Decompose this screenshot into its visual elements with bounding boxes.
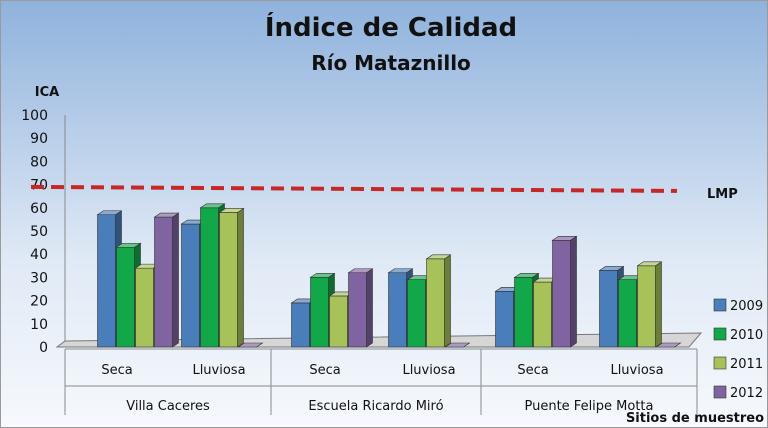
y-tick-label: 60 bbox=[30, 201, 48, 217]
bar-2009-seca-0 bbox=[96, 210, 123, 348]
x-axis-label: Sitios de muestreo bbox=[626, 411, 764, 426]
legend-swatch bbox=[713, 327, 727, 341]
lmp-label: LMP bbox=[707, 187, 738, 202]
y-tick-label: 100 bbox=[21, 108, 48, 124]
x-tick-label: Seca bbox=[517, 363, 548, 378]
legend-label: 2009 bbox=[730, 299, 763, 314]
x-group-label: Puente Felipe Motta bbox=[524, 399, 653, 414]
bar-2012-seca-0 bbox=[153, 212, 180, 348]
legend-swatch bbox=[713, 385, 727, 399]
x-tick-label: Seca bbox=[101, 363, 132, 378]
x-group-label: Escuela Ricardo Miró bbox=[308, 399, 443, 414]
bar-2012-lluviosa-5 bbox=[655, 342, 682, 348]
legend-item-2012: 2012 bbox=[713, 385, 763, 401]
bar-2012-lluviosa-1 bbox=[237, 342, 264, 348]
x-tick-label: Lluviosa bbox=[610, 363, 663, 378]
y-tick-label: 0 bbox=[39, 340, 48, 356]
bar-2012-lluviosa-3 bbox=[444, 342, 471, 348]
bar-2011-lluviosa-5 bbox=[636, 261, 663, 348]
legend-label: 2011 bbox=[730, 357, 763, 372]
legend-item-2011: 2011 bbox=[713, 356, 763, 372]
lmp-reference-line bbox=[30, 184, 678, 193]
y-tick-label: 80 bbox=[30, 154, 48, 170]
x-tick-label: Seca bbox=[309, 363, 340, 378]
y-tick-label: 10 bbox=[30, 317, 48, 333]
legend-item-2009: 2009 bbox=[713, 298, 763, 314]
chart-title: Índice de Calidad bbox=[265, 11, 517, 43]
legend-swatch bbox=[713, 356, 727, 370]
bar-2011-lluviosa-3 bbox=[425, 254, 452, 348]
legend-label: 2010 bbox=[730, 328, 763, 343]
y-tick-label: 50 bbox=[30, 224, 48, 240]
y-tick-label: 40 bbox=[30, 247, 48, 263]
legend-label: 2012 bbox=[730, 386, 763, 401]
bar-2012-seca-4 bbox=[551, 235, 578, 348]
x-group-label: Villa Caceres bbox=[126, 399, 210, 414]
y-tick-label: 30 bbox=[30, 270, 48, 286]
legend-item-2010: 2010 bbox=[713, 327, 763, 343]
bar-2012-seca-2 bbox=[347, 268, 374, 348]
x-tick-label: Lluviosa bbox=[402, 363, 455, 378]
legend-swatch bbox=[713, 298, 727, 312]
y-tick-label: 20 bbox=[30, 294, 48, 310]
chart-subtitle: Río Mataznillo bbox=[311, 51, 471, 75]
y-tick-label: 90 bbox=[30, 131, 48, 147]
x-tick-label: Lluviosa bbox=[192, 363, 245, 378]
y-axis-label: ICA bbox=[35, 85, 59, 100]
bar-2011-lluviosa-1 bbox=[218, 207, 245, 348]
